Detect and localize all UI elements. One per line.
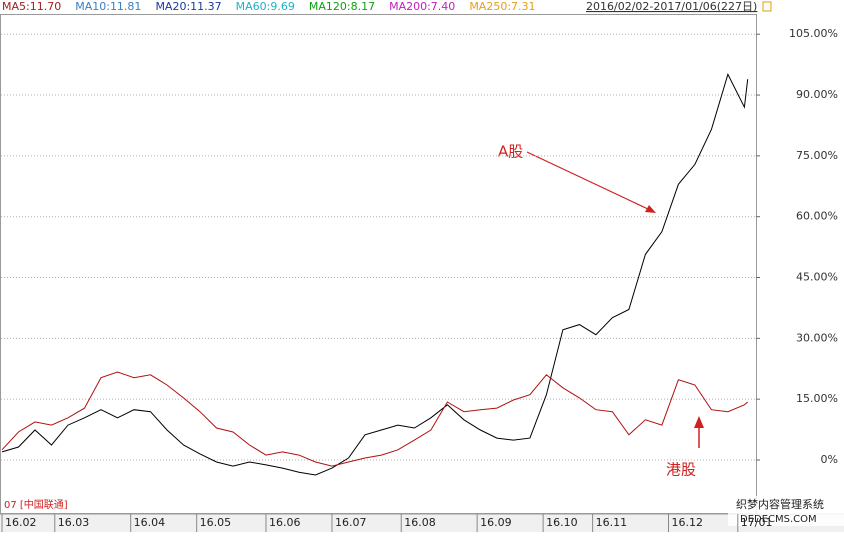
x-tick-label: 16.12 xyxy=(672,516,704,529)
y-tick-label: 0% xyxy=(821,453,838,466)
y-tick-label: 60.00% xyxy=(796,210,838,223)
x-tick-label: 17/01 xyxy=(741,516,773,529)
annotation: A股 xyxy=(498,143,523,161)
y-tick-label: 45.00% xyxy=(796,271,838,284)
y-tick-label: 90.00% xyxy=(796,88,838,101)
indicator-label: MA5:11.70 xyxy=(2,0,61,13)
y-tick-label: 15.00% xyxy=(796,392,838,405)
stock-label: 07 [中国联通] xyxy=(4,498,68,511)
x-tick-label: 16.10 xyxy=(546,516,578,529)
arrowhead xyxy=(694,416,704,428)
date-range: 2016/02/02-2017/01/06(227日) xyxy=(586,0,757,13)
x-tick-label: 16.03 xyxy=(58,516,90,529)
series-line xyxy=(1,371,749,467)
x-tick-label: 16.09 xyxy=(480,516,512,529)
x-tick-label: 16.11 xyxy=(596,516,628,529)
x-tick-label: 16.07 xyxy=(335,516,367,529)
annotation: 港股 xyxy=(666,461,696,479)
y-tick-label: 30.00% xyxy=(796,331,838,344)
date-axis-strip xyxy=(0,514,844,532)
indicator-label: MA20:11.37 xyxy=(155,0,221,13)
x-tick-label: 16.02 xyxy=(5,516,37,529)
lock-icon xyxy=(762,1,772,12)
x-tick-label: 16.06 xyxy=(269,516,301,529)
annotation-arrow xyxy=(526,151,651,211)
watermark: DEDECMS.COM xyxy=(740,514,817,525)
indicator-label: MA10:11.81 xyxy=(75,0,141,13)
arrowhead xyxy=(645,205,656,213)
x-tick-label: 16.05 xyxy=(200,516,232,529)
watermark: 织梦内容管理系统 xyxy=(736,497,824,511)
watermark-bg xyxy=(728,496,844,526)
y-tick-label: 105.00% xyxy=(789,27,838,40)
indicator-label: MA60:9.69 xyxy=(236,0,295,13)
x-tick-label: 16.04 xyxy=(134,516,166,529)
y-tick-label: 75.00% xyxy=(796,149,838,162)
series-line xyxy=(1,73,749,476)
indicator-label: MA250:7.31 xyxy=(469,0,535,13)
indicator-label: MA120:8.17 xyxy=(309,0,375,13)
indicator-label: MA200:7.40 xyxy=(389,0,455,13)
x-tick-label: 16.08 xyxy=(404,516,436,529)
